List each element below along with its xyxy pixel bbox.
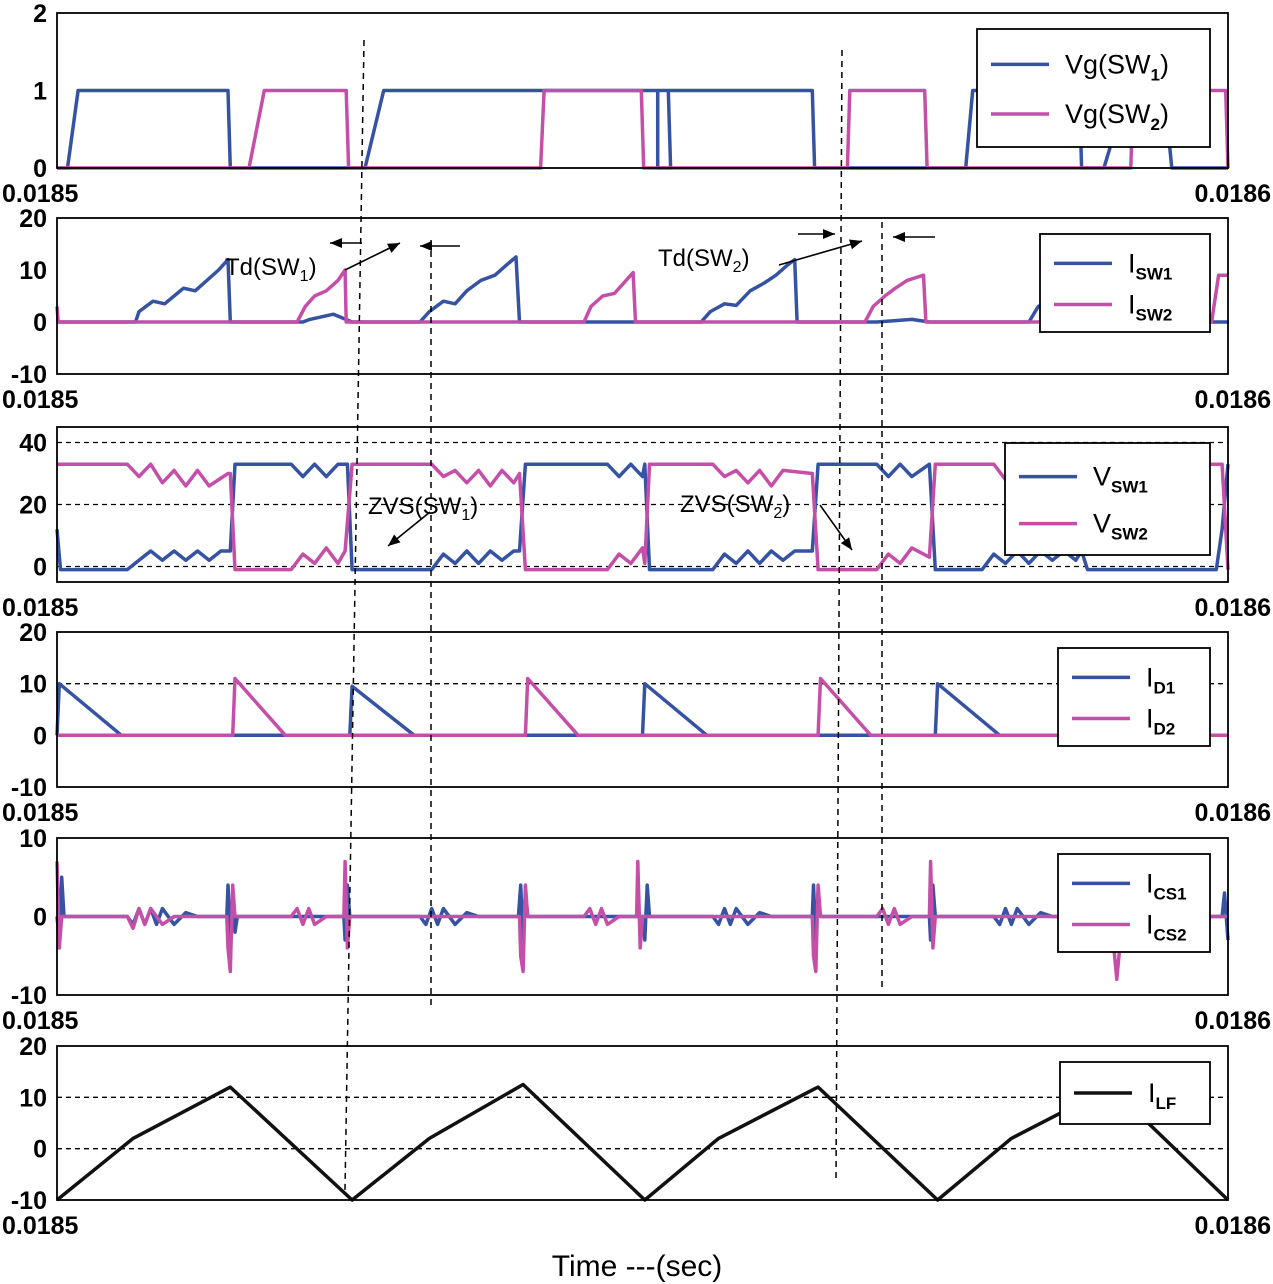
y-tick-label: 10 [19,257,47,285]
legend: ILF [1059,1061,1211,1125]
y-tick-label: 2 [33,0,47,28]
legend-box [1039,233,1211,333]
plot-frame [56,1045,1229,1201]
series-line-VSW2 [57,462,1230,572]
y-tick-label: 10 [19,1084,47,1112]
legend: ICS1 ICS2 [1057,853,1211,953]
legend: VSW1 VSW2 [1004,442,1211,556]
legend-label: VSW2 [1093,509,1148,544]
legend-box [1004,442,1211,556]
x-tick-label: 0.0186 [1195,594,1271,622]
y-tick-label: -10 [11,1187,47,1215]
x-tick-label: 0.0185 [2,386,79,414]
plot-frame [56,12,1229,169]
dead-time-arrow-head [420,240,432,252]
y-tick-label: 20 [19,205,47,233]
legend-label: Vg(SW2) [1065,99,1169,134]
x-tick-label: 0.0185 [2,180,79,208]
legend-label: Vg(SW1) [1065,49,1169,84]
annotation-td-sw2: Td(SW2) [658,245,750,276]
x-tick-label: 0.0185 [2,1007,79,1035]
y-tick-label: 0 [33,1136,47,1164]
td-sw2-arrow [778,240,863,266]
y-tick-label: 0 [33,904,47,932]
y-tick-label: 0 [33,722,47,750]
dead-time-arrow-head [893,231,905,243]
legend-label: ID2 [1146,704,1175,739]
x-tick-label: 0.0186 [1195,1007,1271,1035]
panel-5: 10 0 -100.0185 0.0186 ICS1 ICS2 [2,825,1271,1035]
annotation-zvs-sw2: ZVS(SW2) [680,491,790,522]
y-tick-label: 20 [19,1033,47,1061]
time-marker-line [835,49,843,1181]
legend-label: ID1 [1146,662,1175,697]
y-tick-label: 0 [33,155,47,183]
y-tick-label: 40 [19,430,47,458]
zvs-sw2-arrow-head [840,537,852,550]
plot-frame [56,631,1229,788]
x-axis-label: Time ---(sec) [552,1250,723,1283]
y-tick-label: 0 [33,554,47,582]
y-tick-label: 1 [33,78,47,106]
plot-frame [56,217,1229,375]
legend-label: ISW2 [1128,290,1172,325]
legend-label: VSW1 [1093,462,1148,497]
y-tick-label: -10 [11,361,47,389]
y-tick-label: 10 [19,825,47,853]
y-tick-label: 0 [33,309,47,337]
y-tick-label: 20 [19,492,47,520]
series-line-ID2 [57,676,1228,738]
x-tick-label: 0.0185 [2,799,79,827]
legend-label: ILF [1148,1078,1176,1113]
y-tick-label: 10 [19,671,47,699]
legend-label: ISW1 [1128,248,1172,283]
time-marker-line [344,39,365,1191]
td-sw1-arrow-head [387,243,400,253]
x-tick-label: 0.0185 [2,594,79,622]
zvs-sw1-arrow-head [388,534,401,546]
panel-2: 20 10 0 -100.0185 0.0186 ISW1 ISW2 [2,205,1271,414]
legend-label: ICS2 [1146,910,1187,945]
annotation-zvs-sw1: ZVS(SW1) [368,493,478,524]
panel-1: 2 1 00.0185 0.0186 Vg(SW1) Vg(SW2) [2,0,1271,208]
annotation-td-sw1: Td(SW1) [225,254,317,285]
x-tick-label: 0.0186 [1195,180,1271,208]
x-tick-label: 0.0186 [1195,1212,1271,1240]
panel-3: 40 20 0 0.0185 0.0186 VSW1 VSW2 [2,426,1271,622]
series-line-ICS2 [55,859,1228,982]
plot-frame [56,837,1229,996]
plot-frame [56,426,1229,583]
legend: Vg(SW1) Vg(SW2) [976,28,1211,148]
y-tick-label: -10 [11,982,47,1010]
legend: ISW1 ISW2 [1039,233,1211,333]
td-sw2-arrow-head [849,239,862,250]
series-line-ILF [55,1082,1230,1202]
y-tick-label: 20 [19,619,47,647]
x-tick-label: 0.0186 [1195,799,1271,827]
legend-box [976,28,1211,148]
series-line-VSW1 [55,462,1230,572]
y-tick-label: -10 [11,774,47,802]
legend-box [1057,647,1211,747]
series-line-ISW2 [55,268,1228,324]
x-tick-label: 0.0185 [2,1212,79,1240]
legend-box [1057,853,1211,953]
dead-time-arrow-head [823,228,835,240]
x-tick-label: 0.0186 [1195,386,1271,414]
panel-6: 20 10 0 -100.0185 0.0186 ILF [2,1033,1271,1240]
dead-time-arrow-head [330,237,342,249]
cross-panel-guides: Td(SW1) Td(SW2) ZVS(SW1) ZVS(SW2) [225,39,935,1191]
legend-label: ICS1 [1146,868,1187,903]
